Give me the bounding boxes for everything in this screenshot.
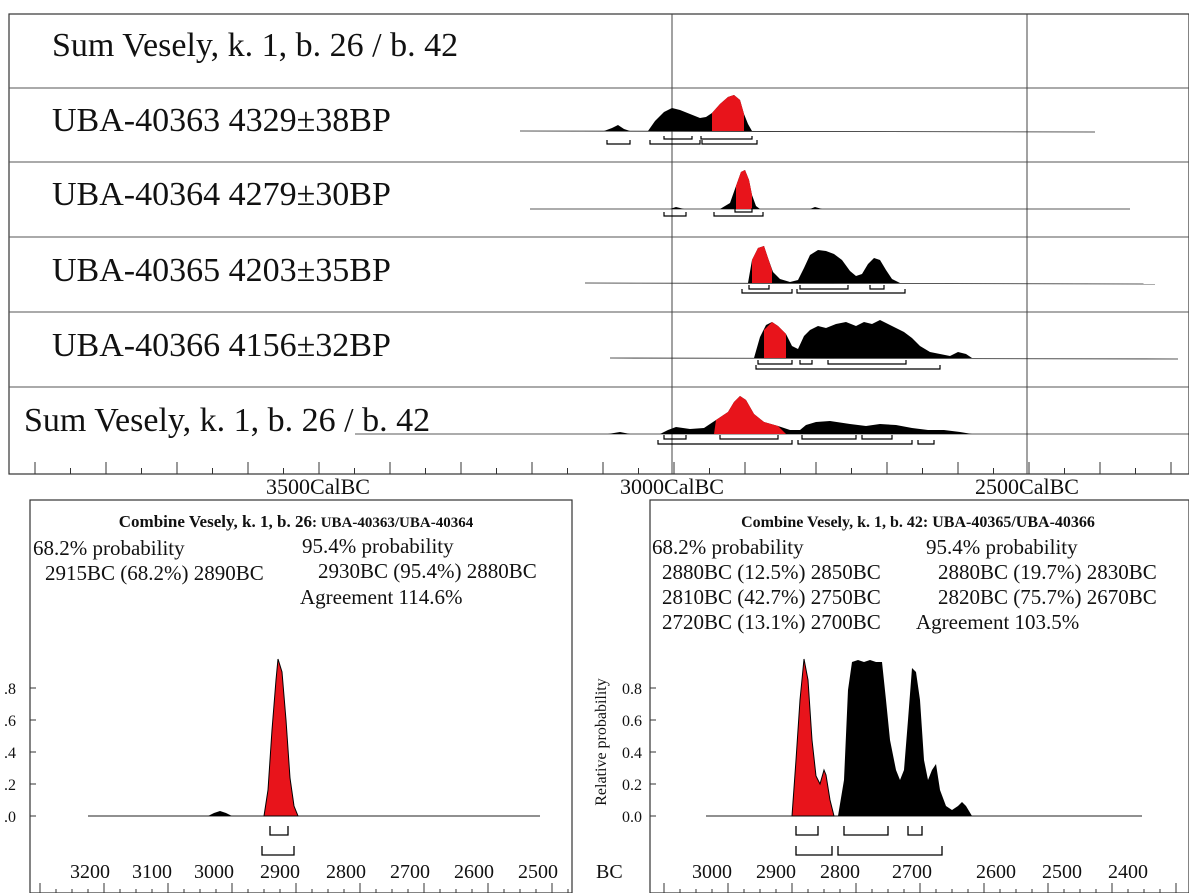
xtick-label: 2600 (454, 861, 494, 883)
range-brackets (741, 285, 906, 294)
prob68-header: 68.2% probability (33, 536, 185, 560)
prob95-range: 2820BC (75.7%) 2670BC (938, 585, 1157, 609)
dist-uba-40365 (584, 246, 1156, 294)
ytick-label: 0.4 (622, 745, 642, 762)
ytick-label: .0 (4, 809, 16, 826)
prob68-range: 2720BC (13.1%) 2700BC (662, 610, 881, 634)
xtick-label: 2500 (1042, 861, 1082, 883)
row-label: UBA-40365 4203±35BP (52, 252, 391, 289)
xtick-label: 3000 (194, 861, 234, 883)
posterior-fill (791, 658, 835, 817)
multiplot-panel: Sum Vesely, k. 1, b. 26 / b. 42 UBA-4036… (8, 13, 1189, 499)
prob68-range: 2880BC (12.5%) 2850BC (662, 560, 881, 584)
x-axis: BC 3000 2900 2800 2700 2600 2500 2400 (596, 861, 1177, 893)
posterior-fill (263, 658, 299, 817)
ytick-label: 0.8 (622, 681, 642, 698)
posterior-fill (736, 170, 752, 209)
ytick-label: .8 (4, 681, 16, 698)
dist-uba-40363 (519, 95, 1096, 145)
xtick-label: 2900 (260, 861, 300, 883)
y-ticks: .8 .6 .4 .2 .0 (4, 681, 36, 826)
prob68-range: 2810BC (42.7%) 2750BC (662, 585, 881, 609)
x-axis-label-3500: 3500CalBC (266, 474, 370, 499)
range-brackets (606, 136, 758, 145)
xtick-label: 2600 (976, 861, 1016, 883)
row-label: Sum Vesely, k. 1, b. 26 / b. 42 (52, 27, 458, 64)
dist-sum (355, 396, 1189, 445)
xtick-label: 3000 (692, 861, 732, 883)
prob95-header: 95.4% probability (926, 535, 1078, 559)
prob95-range: 2930BC (95.4%) 2880BC (318, 559, 537, 583)
row-label: UBA-40364 4279±30BP (52, 176, 391, 213)
panel-title: Combine Vesely, k. 1, b. 42: UBA-40365/U… (741, 514, 1095, 531)
ytick-label: .6 (4, 713, 16, 730)
agreement-index: Agreement 114.6% (300, 585, 463, 609)
row-label: UBA-40363 4329±38BP (52, 102, 391, 139)
xtick-label: 3100 (132, 861, 172, 883)
ytick-label: 0.2 (622, 777, 642, 794)
range-brackets (657, 435, 935, 445)
xtick-label: 2700 (892, 861, 932, 883)
likelihood-fill (208, 811, 262, 816)
xtick-label: 2800 (820, 861, 860, 883)
prob68-header: 68.2% probability (652, 535, 804, 559)
likelihood-fill (838, 660, 972, 816)
x-axis-unit: BC (596, 861, 623, 883)
xtick-label: 2900 (756, 861, 796, 883)
row-label: UBA-40366 4156±32BP (52, 327, 391, 364)
posterior-fill (714, 396, 786, 434)
combine-b42-panel: Combine Vesely, k. 1, b. 42: UBA-40365/U… (593, 499, 1189, 893)
panel-title: Combine Vesely, k. 1, b. 26: UBA-40363/U… (119, 512, 474, 531)
x-axis-label-2500: 2500CalBC (975, 474, 1079, 499)
ytick-label: 0.0 (622, 809, 642, 826)
agreement-index: Agreement 103.5% (916, 610, 1079, 634)
ytick-label: .4 (4, 745, 16, 762)
prob95-range: 2880BC (19.7%) 2830BC (938, 560, 1157, 584)
ytick-label: .2 (4, 777, 16, 794)
posterior-fill (712, 95, 744, 131)
xtick-label: 2700 (390, 861, 430, 883)
row-label: Sum Vesely, k. 1, b. 26 / b. 42 (24, 402, 430, 439)
x-axis: 3200 3100 3000 2900 2800 2700 2600 2500 (39, 861, 569, 893)
range-brackets (261, 826, 295, 856)
prob95-header: 95.4% probability (302, 534, 454, 558)
posterior-fill (752, 246, 772, 283)
ytick-label: 0.6 (622, 713, 642, 730)
x-axis-label-3000: 3000CalBC (620, 474, 724, 499)
posterior-fill (764, 322, 786, 358)
range-brackets (795, 826, 943, 856)
dist-uba-40366 (609, 320, 1179, 370)
xtick-label: 2500 (518, 861, 558, 883)
xtick-label: 2800 (326, 861, 366, 883)
prob68-range: 2915BC (68.2%) 2890BC (45, 561, 264, 585)
top-x-axis: 3500CalBC 3000CalBC 2500CalBC (9, 462, 1189, 499)
dist-uba-40364 (530, 170, 1130, 217)
y-axis-title: Relative probability (593, 678, 610, 806)
xtick-label: 3200 (70, 861, 110, 883)
combine-b26-panel: Combine Vesely, k. 1, b. 26: UBA-40363/U… (4, 499, 573, 893)
range-brackets (755, 360, 941, 370)
y-ticks: 0.8 0.6 0.4 0.2 0.0 (622, 681, 656, 826)
range-brackets (663, 208, 764, 217)
xtick-label: 2400 (1108, 861, 1148, 883)
